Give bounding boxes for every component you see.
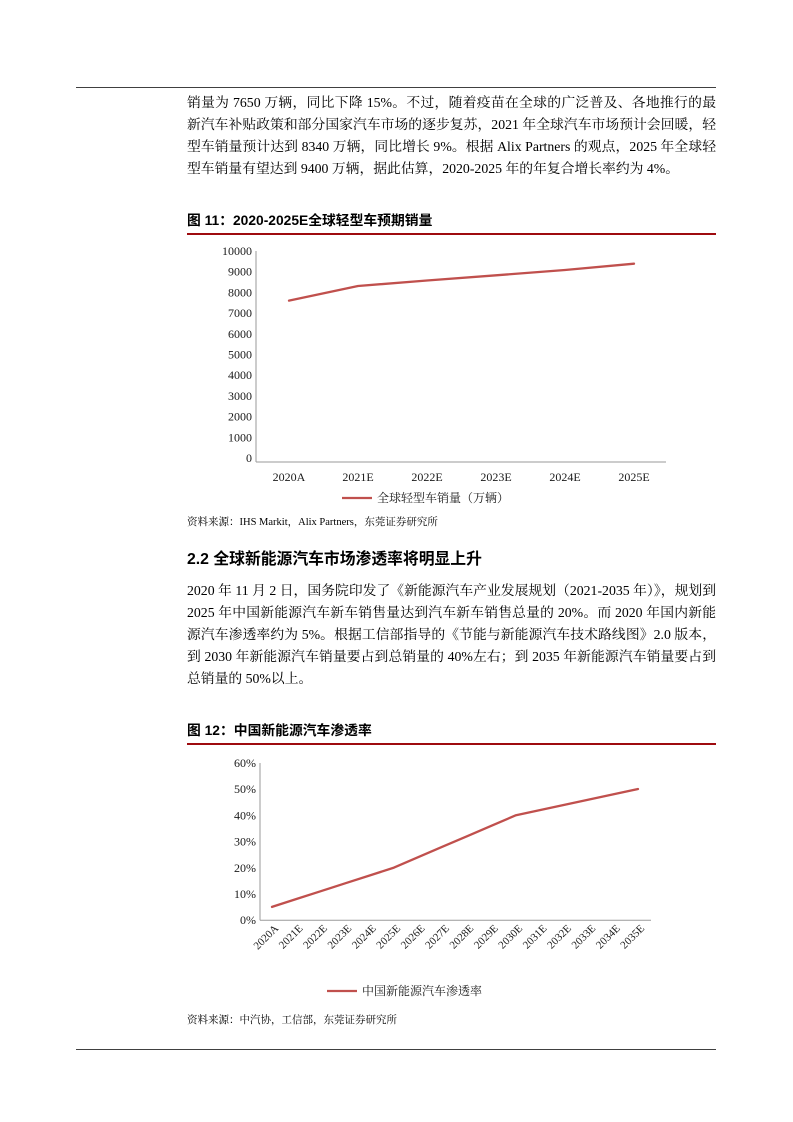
svg-text:2033E: 2033E xyxy=(570,922,599,951)
svg-text:10%: 10% xyxy=(234,887,256,901)
svg-text:2030E: 2030E xyxy=(496,922,525,951)
svg-text:2020A: 2020A xyxy=(273,470,306,484)
svg-text:10000: 10000 xyxy=(222,244,252,258)
svg-text:9000: 9000 xyxy=(228,265,252,279)
svg-text:0: 0 xyxy=(246,451,252,465)
svg-text:2031E: 2031E xyxy=(521,922,550,951)
svg-text:5000: 5000 xyxy=(228,348,252,362)
svg-text:2027E: 2027E xyxy=(423,922,452,951)
svg-text:2022E: 2022E xyxy=(411,470,442,484)
svg-text:2022E: 2022E xyxy=(301,922,330,951)
svg-text:50%: 50% xyxy=(234,782,256,796)
svg-text:7000: 7000 xyxy=(228,306,252,320)
svg-text:8000: 8000 xyxy=(228,285,252,299)
svg-text:3000: 3000 xyxy=(228,389,252,403)
svg-text:60%: 60% xyxy=(234,756,256,770)
svg-text:40%: 40% xyxy=(234,808,256,822)
svg-text:2026E: 2026E xyxy=(399,922,428,951)
svg-text:2023E: 2023E xyxy=(326,922,355,951)
svg-text:2000: 2000 xyxy=(228,410,252,424)
svg-text:30%: 30% xyxy=(234,835,256,849)
svg-text:2034E: 2034E xyxy=(594,922,623,951)
svg-text:2028E: 2028E xyxy=(448,922,477,951)
svg-text:2025E: 2025E xyxy=(374,922,403,951)
svg-text:中国新能源汽车渗透率: 中国新能源汽车渗透率 xyxy=(362,983,482,998)
svg-text:1000: 1000 xyxy=(228,430,252,444)
svg-text:2032E: 2032E xyxy=(545,922,574,951)
svg-text:2024E: 2024E xyxy=(549,470,580,484)
svg-text:2029E: 2029E xyxy=(472,922,501,951)
svg-text:4000: 4000 xyxy=(228,368,252,382)
svg-text:2035E: 2035E xyxy=(618,922,647,951)
svg-text:2021E: 2021E xyxy=(277,922,306,951)
svg-text:全球轻型车销量（万辆）: 全球轻型车销量（万辆） xyxy=(377,490,509,505)
svg-text:6000: 6000 xyxy=(228,327,252,341)
svg-text:2025E: 2025E xyxy=(618,470,649,484)
svg-text:2023E: 2023E xyxy=(480,470,511,484)
svg-text:2021E: 2021E xyxy=(342,470,373,484)
svg-text:0%: 0% xyxy=(240,913,256,927)
svg-text:20%: 20% xyxy=(234,861,256,875)
svg-text:2024E: 2024E xyxy=(350,922,379,951)
